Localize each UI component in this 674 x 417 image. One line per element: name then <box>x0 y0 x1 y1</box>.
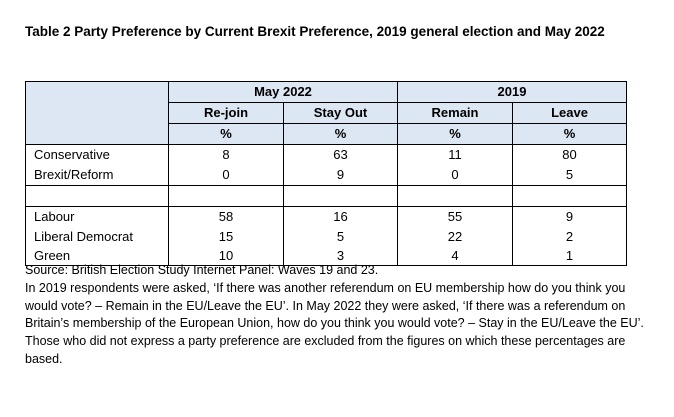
unit-cell: % <box>397 123 513 145</box>
value-cell: 5 <box>512 165 627 186</box>
preference-table: May 2022 2019 Re-join Stay Out Remain Le… <box>25 81 627 266</box>
group-header-2019: 2019 <box>397 81 627 103</box>
exclusion-note: Those who did not express a party prefer… <box>25 334 626 366</box>
col-header-rejoin: Re-join <box>168 102 284 124</box>
party-label: Conservative <box>25 144 169 165</box>
unit-cell: % <box>283 123 398 145</box>
table-title: Table 2 Party Preference by Current Brex… <box>25 24 605 39</box>
question-note: In 2019 respondents were asked, ‘If ther… <box>25 280 644 331</box>
value-cell: 58 <box>168 206 284 227</box>
header-corner <box>25 81 169 145</box>
party-label <box>25 185 169 207</box>
value-cell: 9 <box>512 206 627 227</box>
value-cell: 1 <box>512 247 627 266</box>
value-cell: 2 <box>512 227 627 247</box>
value-cell <box>512 185 627 207</box>
party-label: Brexit/Reform <box>25 165 169 186</box>
value-cell: 0 <box>397 165 513 186</box>
table-row-spacer <box>25 185 627 207</box>
col-header-stay-out: Stay Out <box>283 102 398 124</box>
value-cell: 63 <box>283 144 398 165</box>
value-cell: 0 <box>168 165 284 186</box>
table-row: Brexit/Reform 0 9 0 5 <box>25 165 627 186</box>
table-row: Liberal Democrat 15 5 22 2 <box>25 227 627 247</box>
table-notes: Source: British Election Study Internet … <box>25 262 655 369</box>
table-row: Labour 58 16 55 9 <box>25 206 627 227</box>
party-label: Green <box>25 247 169 266</box>
col-header-leave: Leave <box>512 102 627 124</box>
unit-cell: % <box>512 123 627 145</box>
source-note: Source: British Election Study Internet … <box>25 263 379 277</box>
party-label: Liberal Democrat <box>25 227 169 247</box>
table-row: Green 10 3 4 1 <box>25 247 627 266</box>
value-cell: 22 <box>397 227 513 247</box>
value-cell <box>168 185 284 207</box>
unit-cell: % <box>168 123 284 145</box>
group-header-may-2022: May 2022 <box>168 81 398 103</box>
value-cell: 11 <box>397 144 513 165</box>
value-cell <box>397 185 513 207</box>
value-cell: 8 <box>168 144 284 165</box>
table-row: Conservative 8 63 11 80 <box>25 144 627 165</box>
col-header-remain: Remain <box>397 102 513 124</box>
value-cell <box>283 185 398 207</box>
value-cell: 16 <box>283 206 398 227</box>
value-cell: 15 <box>168 227 284 247</box>
value-cell: 9 <box>283 165 398 186</box>
value-cell: 5 <box>283 227 398 247</box>
value-cell: 55 <box>397 206 513 227</box>
party-label: Labour <box>25 206 169 227</box>
value-cell: 80 <box>512 144 627 165</box>
